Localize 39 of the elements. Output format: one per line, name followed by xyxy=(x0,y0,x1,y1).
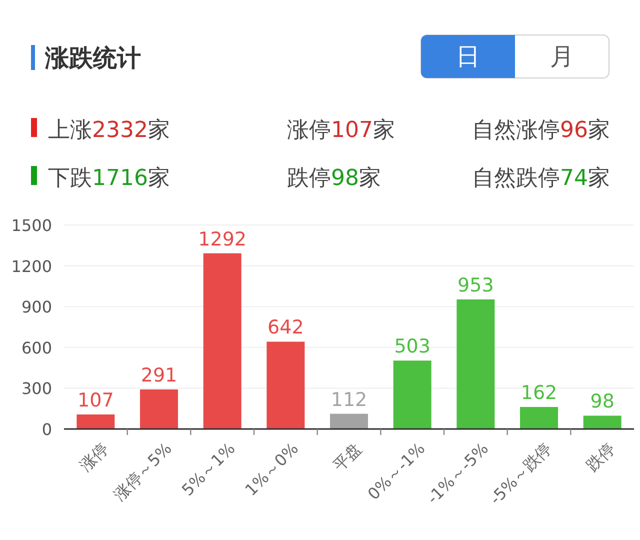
data-label: 1292 xyxy=(198,228,247,250)
bar xyxy=(203,253,242,429)
bar xyxy=(140,389,178,429)
data-label: 642 xyxy=(268,316,304,339)
text: 月 xyxy=(550,42,574,70)
y-tick-label: 1500 xyxy=(11,216,52,235)
x-tick-label: 涨停～5% xyxy=(110,438,176,504)
y-tick-label: 900 xyxy=(21,298,52,317)
text: 跌停98家 xyxy=(287,166,381,191)
chart-title: 涨跌统计 xyxy=(44,44,141,72)
y-tick-label: 600 xyxy=(21,338,52,358)
bar xyxy=(520,406,558,429)
bar xyxy=(266,342,305,429)
x-tick-label: 5%～1% xyxy=(178,438,239,500)
data-label: 291 xyxy=(140,364,178,386)
y-tick-label: 300 xyxy=(21,379,52,398)
text: 日 xyxy=(456,42,480,70)
text: 下跌1716家 xyxy=(48,166,170,191)
bar xyxy=(76,414,115,429)
data-label: 162 xyxy=(520,382,558,404)
bar xyxy=(330,414,368,429)
text: 上涨2332家 xyxy=(48,118,170,143)
x-tick-label: 涨停 xyxy=(76,438,112,475)
text: 自然涨停96家 xyxy=(472,118,610,143)
x-tick-label: 平盘 xyxy=(329,438,366,475)
data-label: 98 xyxy=(590,390,614,413)
y-tick-label: 1200 xyxy=(11,256,52,276)
data-label: 107 xyxy=(78,389,114,412)
data-label: 112 xyxy=(330,388,368,411)
text: 自然跌停74家 xyxy=(472,166,610,191)
bar xyxy=(583,416,622,429)
x-tick-label: 1%～0% xyxy=(241,438,302,500)
data-label: 953 xyxy=(458,274,494,296)
bar xyxy=(456,299,495,429)
text: 涨停107家 xyxy=(287,118,395,143)
data-label: 503 xyxy=(394,336,430,358)
y-tick-label: 0 xyxy=(42,420,52,439)
x-tick-label: 跌停 xyxy=(582,438,619,475)
bar xyxy=(393,360,432,429)
